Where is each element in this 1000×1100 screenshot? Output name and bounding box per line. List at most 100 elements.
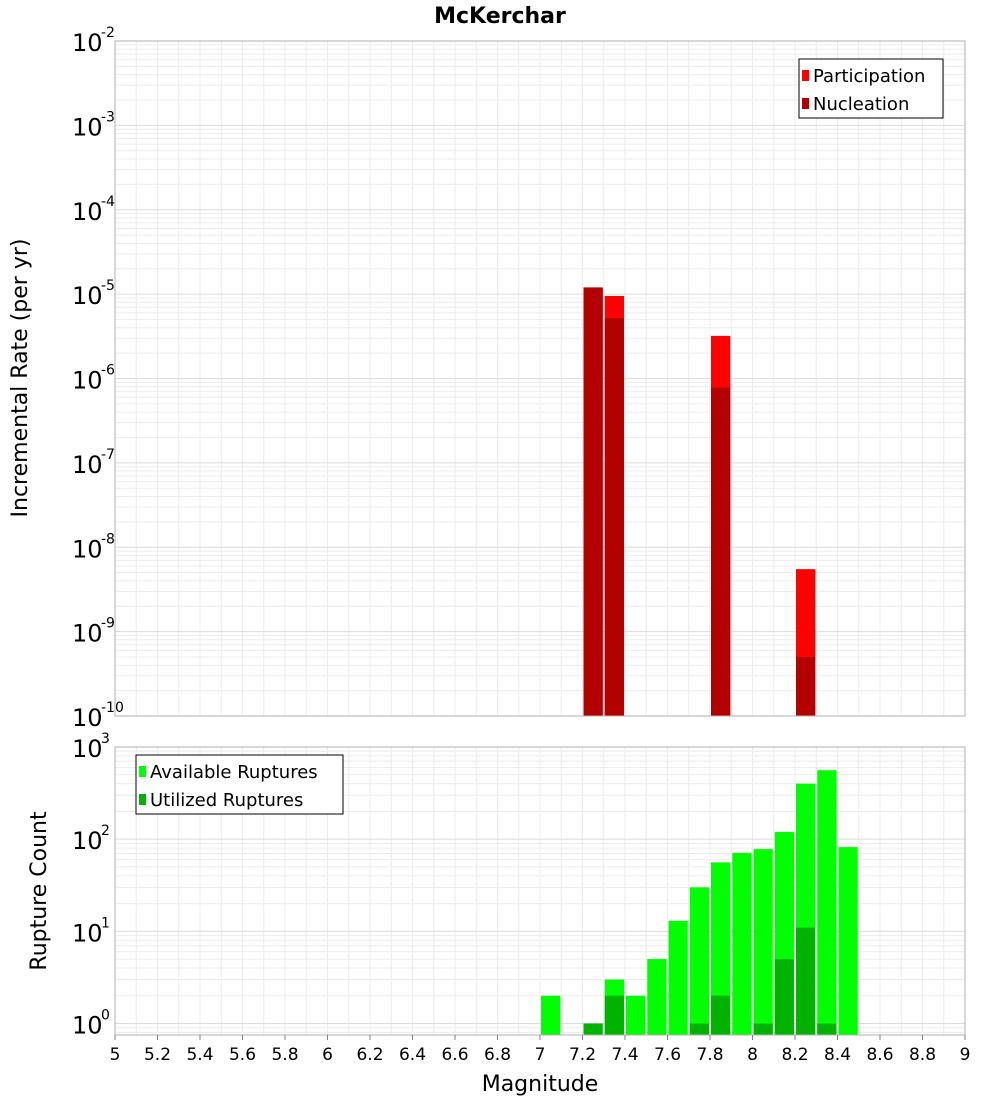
y-tick-label: 10-7 bbox=[72, 447, 115, 479]
x-tick-label: 6.4 bbox=[399, 1045, 426, 1065]
x-tick-label: 5.4 bbox=[186, 1045, 213, 1065]
legend-box bbox=[798, 58, 944, 119]
x-tick-label: 8.2 bbox=[781, 1045, 808, 1065]
top-grid bbox=[114, 41, 966, 717]
bar-utilized-ruptures-8.05 bbox=[753, 1023, 773, 1035]
bar-available-ruptures-8.05 bbox=[753, 849, 773, 1035]
bar-utilized-ruptures-8.25 bbox=[796, 927, 816, 1035]
y-tick-base: 10 bbox=[72, 113, 103, 141]
bar-available-ruptures-7.05 bbox=[541, 995, 561, 1035]
legend-entry: Nucleation bbox=[813, 94, 909, 115]
bar-available-ruptures-8.35 bbox=[817, 770, 837, 1035]
y-tick-label: 10-3 bbox=[72, 109, 115, 141]
y-tick-label: 102 bbox=[72, 823, 110, 855]
x-tick-label: 6.8 bbox=[484, 1045, 511, 1065]
x-tick-label: 5.2 bbox=[144, 1045, 171, 1065]
bar-available-ruptures-7.85 bbox=[711, 862, 731, 1035]
y-tick-exponent: -2 bbox=[101, 25, 115, 41]
y-tick-label: 10-4 bbox=[72, 194, 115, 226]
bar-utilized-ruptures-7.75 bbox=[689, 1023, 709, 1035]
y-tick-exponent: -4 bbox=[101, 194, 115, 210]
bar-nucleation-8.25 bbox=[796, 657, 816, 716]
y-tick-exponent: -6 bbox=[101, 363, 115, 379]
y-tick-exponent: -9 bbox=[101, 616, 115, 632]
bar-nucleation-7.85 bbox=[711, 387, 731, 716]
bottom-bars bbox=[541, 770, 858, 1035]
y-tick-label: 10-9 bbox=[72, 616, 115, 648]
y-tick-base: 10 bbox=[72, 735, 103, 763]
y-tick-exponent: -7 bbox=[101, 447, 115, 463]
x-tick-label: 8 bbox=[747, 1045, 758, 1065]
bar-available-ruptures-7.45 bbox=[626, 995, 646, 1035]
legend-entry: Utilized Ruptures bbox=[150, 790, 303, 811]
x-tick-label: 5 bbox=[110, 1045, 121, 1065]
x-axis-ticks: 5 5.2 5.4 5.6 5.8 6 6.2 6.4 6.6 6.8 7 7.2 7.4 7.6 7.8 8… bbox=[110, 1035, 971, 1065]
x-tick-label: 5.8 bbox=[271, 1045, 298, 1065]
top-legend: Participation Nucleation bbox=[798, 58, 944, 119]
top-plot-frame bbox=[114, 40, 966, 717]
x-tick-label: 7.8 bbox=[696, 1045, 723, 1065]
bar-utilized-ruptures-8.35 bbox=[817, 1023, 837, 1035]
bar-available-ruptures-7.55 bbox=[647, 959, 667, 1035]
y-tick-base: 10 bbox=[72, 29, 103, 57]
x-tick-label: 8.6 bbox=[866, 1045, 893, 1065]
y-tick-label: 101 bbox=[72, 915, 110, 947]
y-tick-base: 10 bbox=[72, 535, 103, 563]
y-tick-exponent: -8 bbox=[101, 531, 115, 547]
legend-swatch bbox=[139, 794, 146, 805]
y-tick-exponent: 0 bbox=[101, 1007, 110, 1023]
y-tick-exponent: 1 bbox=[101, 915, 110, 931]
y-tick-label: 10-6 bbox=[72, 363, 115, 395]
y-tick-base: 10 bbox=[72, 198, 103, 226]
bar-available-ruptures-7.65 bbox=[668, 920, 688, 1035]
y-tick-exponent: -3 bbox=[101, 109, 115, 125]
bar-utilized-ruptures-7.25 bbox=[583, 1023, 603, 1035]
y-tick-label: 103 bbox=[72, 731, 110, 763]
x-axis-label: Magnitude bbox=[482, 1072, 599, 1097]
bar-utilized-ruptures-8.15 bbox=[774, 959, 794, 1035]
y-tick-label: 10-8 bbox=[72, 531, 115, 563]
bar-available-ruptures-8.45 bbox=[838, 847, 858, 1035]
top-bars bbox=[583, 287, 816, 716]
legend-swatch bbox=[139, 766, 146, 777]
bar-utilized-ruptures-7.35 bbox=[604, 995, 624, 1035]
legend-entry: Available Ruptures bbox=[150, 762, 318, 783]
y-tick-label: 10-5 bbox=[72, 278, 115, 310]
x-tick-label: 9 bbox=[960, 1045, 971, 1065]
y-tick-label: 10-2 bbox=[72, 25, 115, 57]
legend-swatch bbox=[802, 70, 809, 81]
x-tick-label: 6 bbox=[322, 1045, 333, 1065]
bar-nucleation-7.25 bbox=[583, 287, 603, 716]
top-panel: 10-210-310-410-510-610-710-810-910-10 In… bbox=[8, 25, 966, 732]
legend-swatch bbox=[802, 98, 809, 109]
y-tick-exponent: 2 bbox=[101, 823, 110, 839]
y-tick-base: 10 bbox=[72, 827, 103, 855]
y-tick-base: 10 bbox=[72, 451, 103, 479]
legend-box bbox=[135, 754, 344, 815]
x-tick-label: 8.8 bbox=[909, 1045, 936, 1065]
y-tick-exponent: -10 bbox=[101, 700, 124, 716]
x-tick-label: 7 bbox=[535, 1045, 546, 1065]
bottom-y-axis-label: Rupture Count bbox=[27, 811, 52, 971]
chart-title: McKerchar bbox=[434, 4, 566, 29]
y-tick-exponent: -5 bbox=[101, 278, 115, 294]
x-tick-label: 7.2 bbox=[569, 1045, 596, 1065]
bar-available-ruptures-7.95 bbox=[732, 852, 752, 1035]
x-tick-label: 8.4 bbox=[824, 1045, 851, 1065]
top-y-ticks: 10-210-310-410-510-610-710-810-910-10 bbox=[72, 25, 124, 732]
x-tick-label: 7.6 bbox=[654, 1045, 681, 1065]
legend-entry: Participation bbox=[813, 66, 925, 87]
x-tick-label: 7.4 bbox=[611, 1045, 638, 1065]
y-tick-base: 10 bbox=[72, 620, 103, 648]
bottom-legend: Available Ruptures Utilized Ruptures bbox=[135, 754, 344, 815]
y-tick-base: 10 bbox=[72, 704, 103, 732]
y-tick-label: 10-10 bbox=[72, 700, 124, 732]
top-y-axis-label: Incremental Rate (per yr) bbox=[8, 239, 33, 518]
y-tick-base: 10 bbox=[72, 1011, 103, 1039]
bar-nucleation-7.35 bbox=[604, 318, 624, 716]
x-tick-label: 6.2 bbox=[356, 1045, 383, 1065]
x-tick-label: 5.6 bbox=[229, 1045, 256, 1065]
